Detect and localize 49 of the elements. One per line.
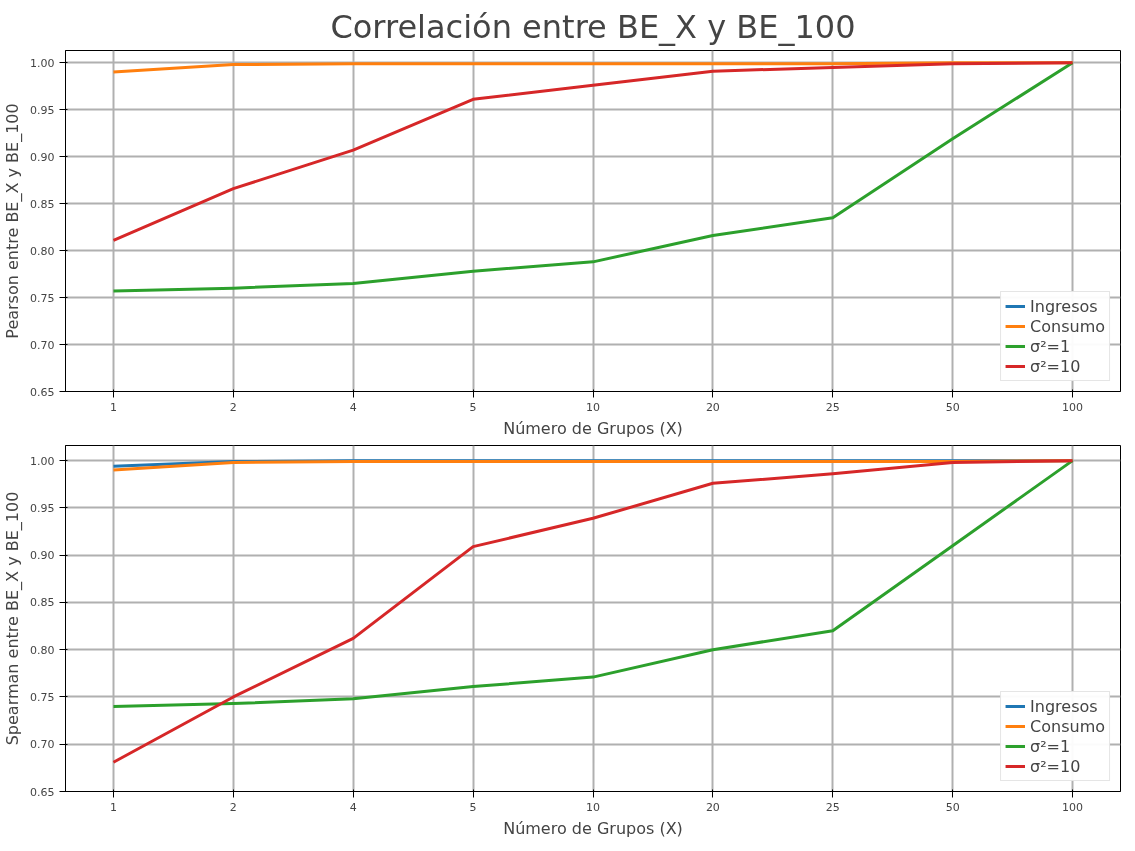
x-tick-label: 1 <box>109 400 117 414</box>
x-tick-label: 2 <box>229 400 237 414</box>
x-tick-label: 100 <box>1062 800 1084 814</box>
legend-label: σ²=10 <box>1030 756 1081 776</box>
line-series <box>111 61 1075 242</box>
y-axis-title: Spearman entre BE_X y BE_100 <box>3 491 24 746</box>
x-tick-label: 20 <box>705 400 720 414</box>
x-tick-label: 4 <box>349 800 357 814</box>
legend-label: σ²=1 <box>1030 736 1071 756</box>
x-axis-title: Número de Grupos (X) <box>503 418 683 438</box>
y-tick-label: 0.65 <box>30 385 55 399</box>
line-series <box>111 61 1075 293</box>
x-tick-label: 50 <box>945 800 960 814</box>
x-tick-label: 50 <box>945 400 960 414</box>
y-tick-label: 0.85 <box>30 596 55 610</box>
legend-label: Ingresos <box>1030 696 1098 716</box>
y-tick-label: 0.95 <box>30 501 55 515</box>
x-tick-label: 25 <box>825 800 840 814</box>
legend-label: Ingresos <box>1030 296 1098 316</box>
legend-label: σ²=10 <box>1030 356 1081 376</box>
y-tick-label: 0.70 <box>30 738 55 752</box>
y-tick-label: 0.75 <box>30 690 55 704</box>
y-tick-label: 0.80 <box>30 643 55 657</box>
legend-label: Consumo <box>1030 316 1105 336</box>
x-axis-title: Número de Grupos (X) <box>503 818 683 838</box>
x-tick-label: 10 <box>586 800 600 814</box>
x-tick-label: 1 <box>109 800 117 814</box>
y-tick-label: 0.80 <box>30 244 55 258</box>
legend-label: σ²=1 <box>1030 336 1071 356</box>
y-axis-title: Pearson entre BE_X y BE_100 <box>3 103 24 339</box>
x-tick-label: 25 <box>825 400 840 414</box>
y-tick-label: 0.70 <box>30 338 55 352</box>
y-tick-label: 0.75 <box>30 291 55 305</box>
y-tick-label: 1.00 <box>30 454 55 468</box>
y-tick-label: 0.90 <box>30 549 55 563</box>
legend-label: Consumo <box>1030 716 1105 736</box>
y-tick-label: 0.65 <box>30 785 55 799</box>
x-tick-label: 2 <box>229 800 237 814</box>
y-tick-label: 0.85 <box>30 197 55 211</box>
x-tick-label: 100 <box>1062 400 1084 414</box>
y-tick-label: 0.90 <box>30 150 55 164</box>
x-tick-label: 10 <box>586 400 600 414</box>
x-tick-label: 4 <box>349 400 357 414</box>
chart-title: Correlación entre BE_X y BE_100 <box>330 7 856 46</box>
y-tick-label: 0.95 <box>30 103 55 117</box>
x-tick-label: 5 <box>469 400 477 414</box>
y-tick-label: 1.00 <box>30 56 55 70</box>
x-tick-label: 5 <box>469 800 477 814</box>
x-tick-label: 20 <box>705 800 720 814</box>
